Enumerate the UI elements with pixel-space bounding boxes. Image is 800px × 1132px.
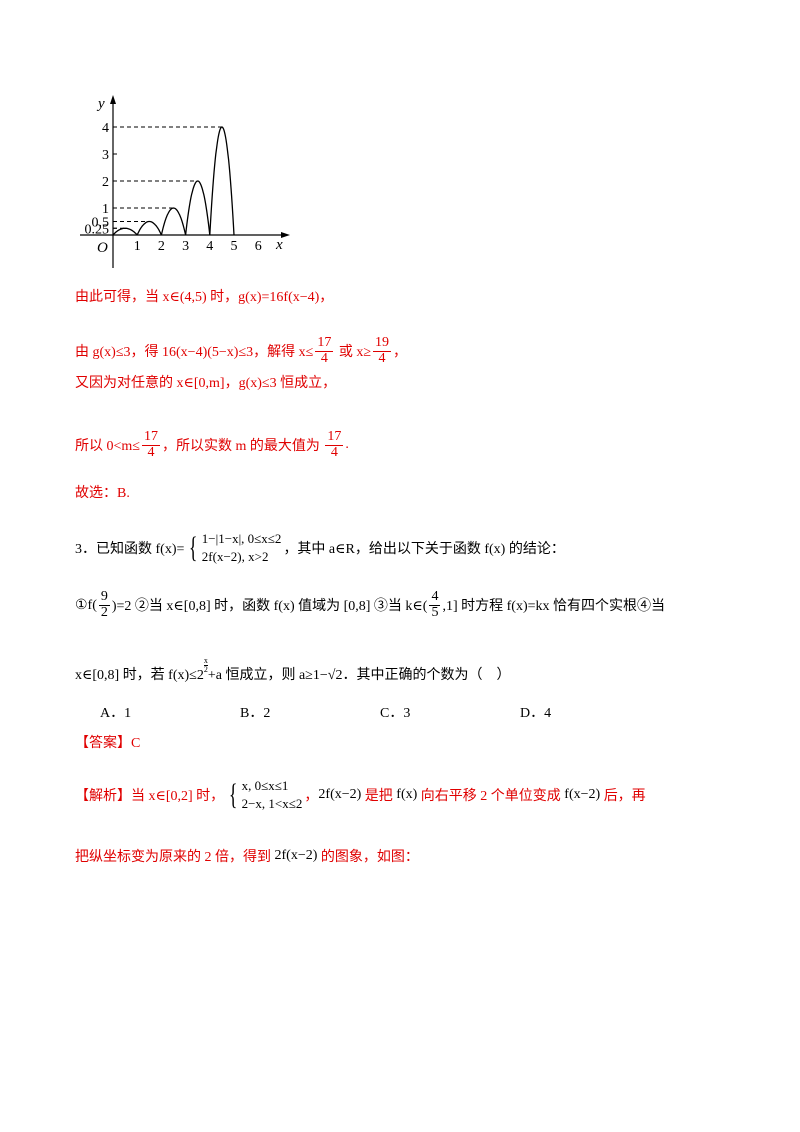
curve xyxy=(209,126,235,236)
fraction: 19 4 xyxy=(373,335,392,366)
frac-part: 2 xyxy=(100,604,108,620)
frac-part: 5 xyxy=(431,604,439,620)
y-tick-label: 1 xyxy=(102,202,109,217)
frac-part: 17 xyxy=(315,335,334,352)
y-tick-label: 2 xyxy=(102,175,109,190)
frac-part: 4 xyxy=(320,350,328,366)
x-tick-label: 4 xyxy=(206,239,213,254)
text-line: 故选：B. xyxy=(75,482,130,502)
text-run: 3．已知函数 f(x)= xyxy=(75,541,185,557)
text-line: 【答案】C xyxy=(75,732,140,752)
curve xyxy=(160,207,187,236)
curve xyxy=(184,180,211,236)
fraction: 17 4 xyxy=(315,335,334,366)
frac-part: 4 xyxy=(378,350,386,366)
text-run: ， xyxy=(304,788,319,804)
frac-part: 19 xyxy=(373,335,392,352)
origin-label: O xyxy=(97,240,108,256)
text-run: ，所以实数 m 的最大值为 xyxy=(161,439,324,455)
frac-part: 4 xyxy=(147,444,155,460)
x-tick-label: 5 xyxy=(231,239,238,254)
text-run: 【解析】当 x∈[0,2] 时， xyxy=(75,788,225,804)
option: C．3 xyxy=(380,706,411,721)
text-line: 所以 0<m≤ 17 4 ，所以实数 m 的最大值为 17 4. xyxy=(75,429,349,460)
text-line: 又因为对任意的 x∈[0,m]，g(x)≤3 恒成立， xyxy=(75,372,336,392)
case-row: 2−x, 1<x≤2 xyxy=(241,795,303,811)
text-run: 2f(x−2) xyxy=(274,848,318,863)
text-run: 所以 0<m≤ xyxy=(75,439,140,455)
text-run: ，其中 a∈R，给出以下关于函数 f(x) 的结论： xyxy=(283,541,565,557)
y-axis-label: y xyxy=(96,96,105,112)
text-run: ①f( xyxy=(75,597,97,613)
text-line: A．1 B．2 C．3 D．4 xyxy=(100,702,660,722)
case-row: 2f(x−2), x>2 xyxy=(201,548,269,564)
case-rows: 1−|1−x|, 0≤x≤2 2f(x−2), x>2 xyxy=(202,530,282,565)
x-tick-label: 2 xyxy=(158,239,165,254)
curve xyxy=(136,220,162,236)
text-run: 由 g(x)≤3，得 16(x−4)(5−x)≤3，解得 x≤ xyxy=(75,345,314,361)
case-rows: x, 0≤x≤1 2−x, 1<x≤2 xyxy=(242,777,303,812)
text-line: 由此可得，当 x∈(4,5) 时，g(x)=16f(x−4)， xyxy=(75,286,333,306)
text-run: 向右平移 2 个单位变成 xyxy=(417,788,565,804)
x-tick-label: 6 xyxy=(255,239,262,254)
curve xyxy=(112,227,138,236)
text-run: 【答案】C xyxy=(75,736,141,751)
text-line: 把纵坐标变为原来的 2 倍，得到 2f(x−2) 的图象，如图： xyxy=(75,846,419,866)
text-run: x∈[0,8] 时，若 f(x)≤2 xyxy=(75,668,204,683)
case-row: 1−|1−x|, 0≤x≤2 xyxy=(201,531,282,546)
text-line: 由 g(x)≤3，得 16(x−4)(5−x)≤3，解得 x≤ 17 4 或 x≥ 1… xyxy=(75,335,408,366)
text-run: 故选：B. xyxy=(75,486,130,501)
text-line: 3．已知函数 f(x)={1−|1−x|, 0≤x≤2 2f(x−2), x>2 ，… xyxy=(75,530,565,565)
frac-part: 2 xyxy=(203,664,208,674)
frac-part: 4 xyxy=(429,589,441,606)
text-line: ①f(9 2)=2 ②当 x∈[0,8] 时，函数 f(x) 值域为 [0,8] … xyxy=(75,589,666,620)
y-tick-label: 3 xyxy=(102,148,109,163)
case-row: x, 0≤x≤1 xyxy=(241,778,289,793)
text-run: 后，再 xyxy=(600,788,646,804)
x-axis-label: x xyxy=(275,237,283,253)
text-run: 是把 xyxy=(361,788,397,804)
text-run: 2f(x−2) xyxy=(318,786,362,802)
text-line: x∈[0,8] 时，若 f(x)≤2 x 2 +a 恒成立，则 a≥1−√2．其中正确… xyxy=(75,656,511,684)
option: B．2 xyxy=(240,706,271,721)
text-run: 由此可得，当 x∈(4,5) 时，g(x)=16f(x−4)， xyxy=(75,290,334,305)
option: D．4 xyxy=(520,706,552,721)
text-run: . xyxy=(345,437,349,453)
frac-part: 17 xyxy=(325,429,344,446)
brace: { xyxy=(189,530,198,564)
frac-part: 9 xyxy=(98,589,110,606)
y-tick-label: 0.5 xyxy=(92,216,110,231)
frac-part: x xyxy=(203,655,208,666)
brace: { xyxy=(229,777,238,811)
y-tick-label: 0.25 xyxy=(85,222,110,237)
text-run: +a 恒成立，则 a≥1−√2．其中正确的个数为（ ） xyxy=(207,668,511,683)
x-tick-label: 1 xyxy=(134,239,141,254)
x-tick-label: 3 xyxy=(182,239,189,254)
text-run: ， xyxy=(393,345,408,361)
text-run: f(x) xyxy=(396,786,418,802)
text-run: 或 x≥ xyxy=(335,345,372,361)
text-run: 把纵坐标变为原来的 2 倍，得到 xyxy=(75,850,275,865)
fraction: 17 4 xyxy=(325,429,344,460)
text-run: 又因为对任意的 x∈[0,m]，g(x)≤3 恒成立， xyxy=(75,376,337,391)
frac-part: 4 xyxy=(330,444,338,460)
piecewise: {x, 0≤x≤1 2−x, 1<x≤2 xyxy=(226,777,302,812)
piecewise: {1−|1−x|, 0≤x≤2 2f(x−2), x>2 xyxy=(186,530,281,565)
text-run: 的图象，如图： xyxy=(317,850,419,865)
y-tick-label: 4 xyxy=(102,121,109,136)
text-line: 【解析】当 x∈[0,2] 时，{x, 0≤x≤1 2−x, 1<x≤2， 2f(x… xyxy=(75,777,646,812)
fraction: 17 4 xyxy=(141,429,160,460)
text-run: ,1] 时方程 f(x)=kx 恰有四个实根④当 xyxy=(442,599,666,615)
frac-part: 17 xyxy=(141,429,160,446)
option: A．1 xyxy=(100,706,132,721)
text-run: )=2 ②当 x∈[0,8] 时，函数 f(x) 值域为 [0,8] ③当 k∈… xyxy=(111,599,428,615)
text-run: f(x−2) xyxy=(564,786,601,802)
